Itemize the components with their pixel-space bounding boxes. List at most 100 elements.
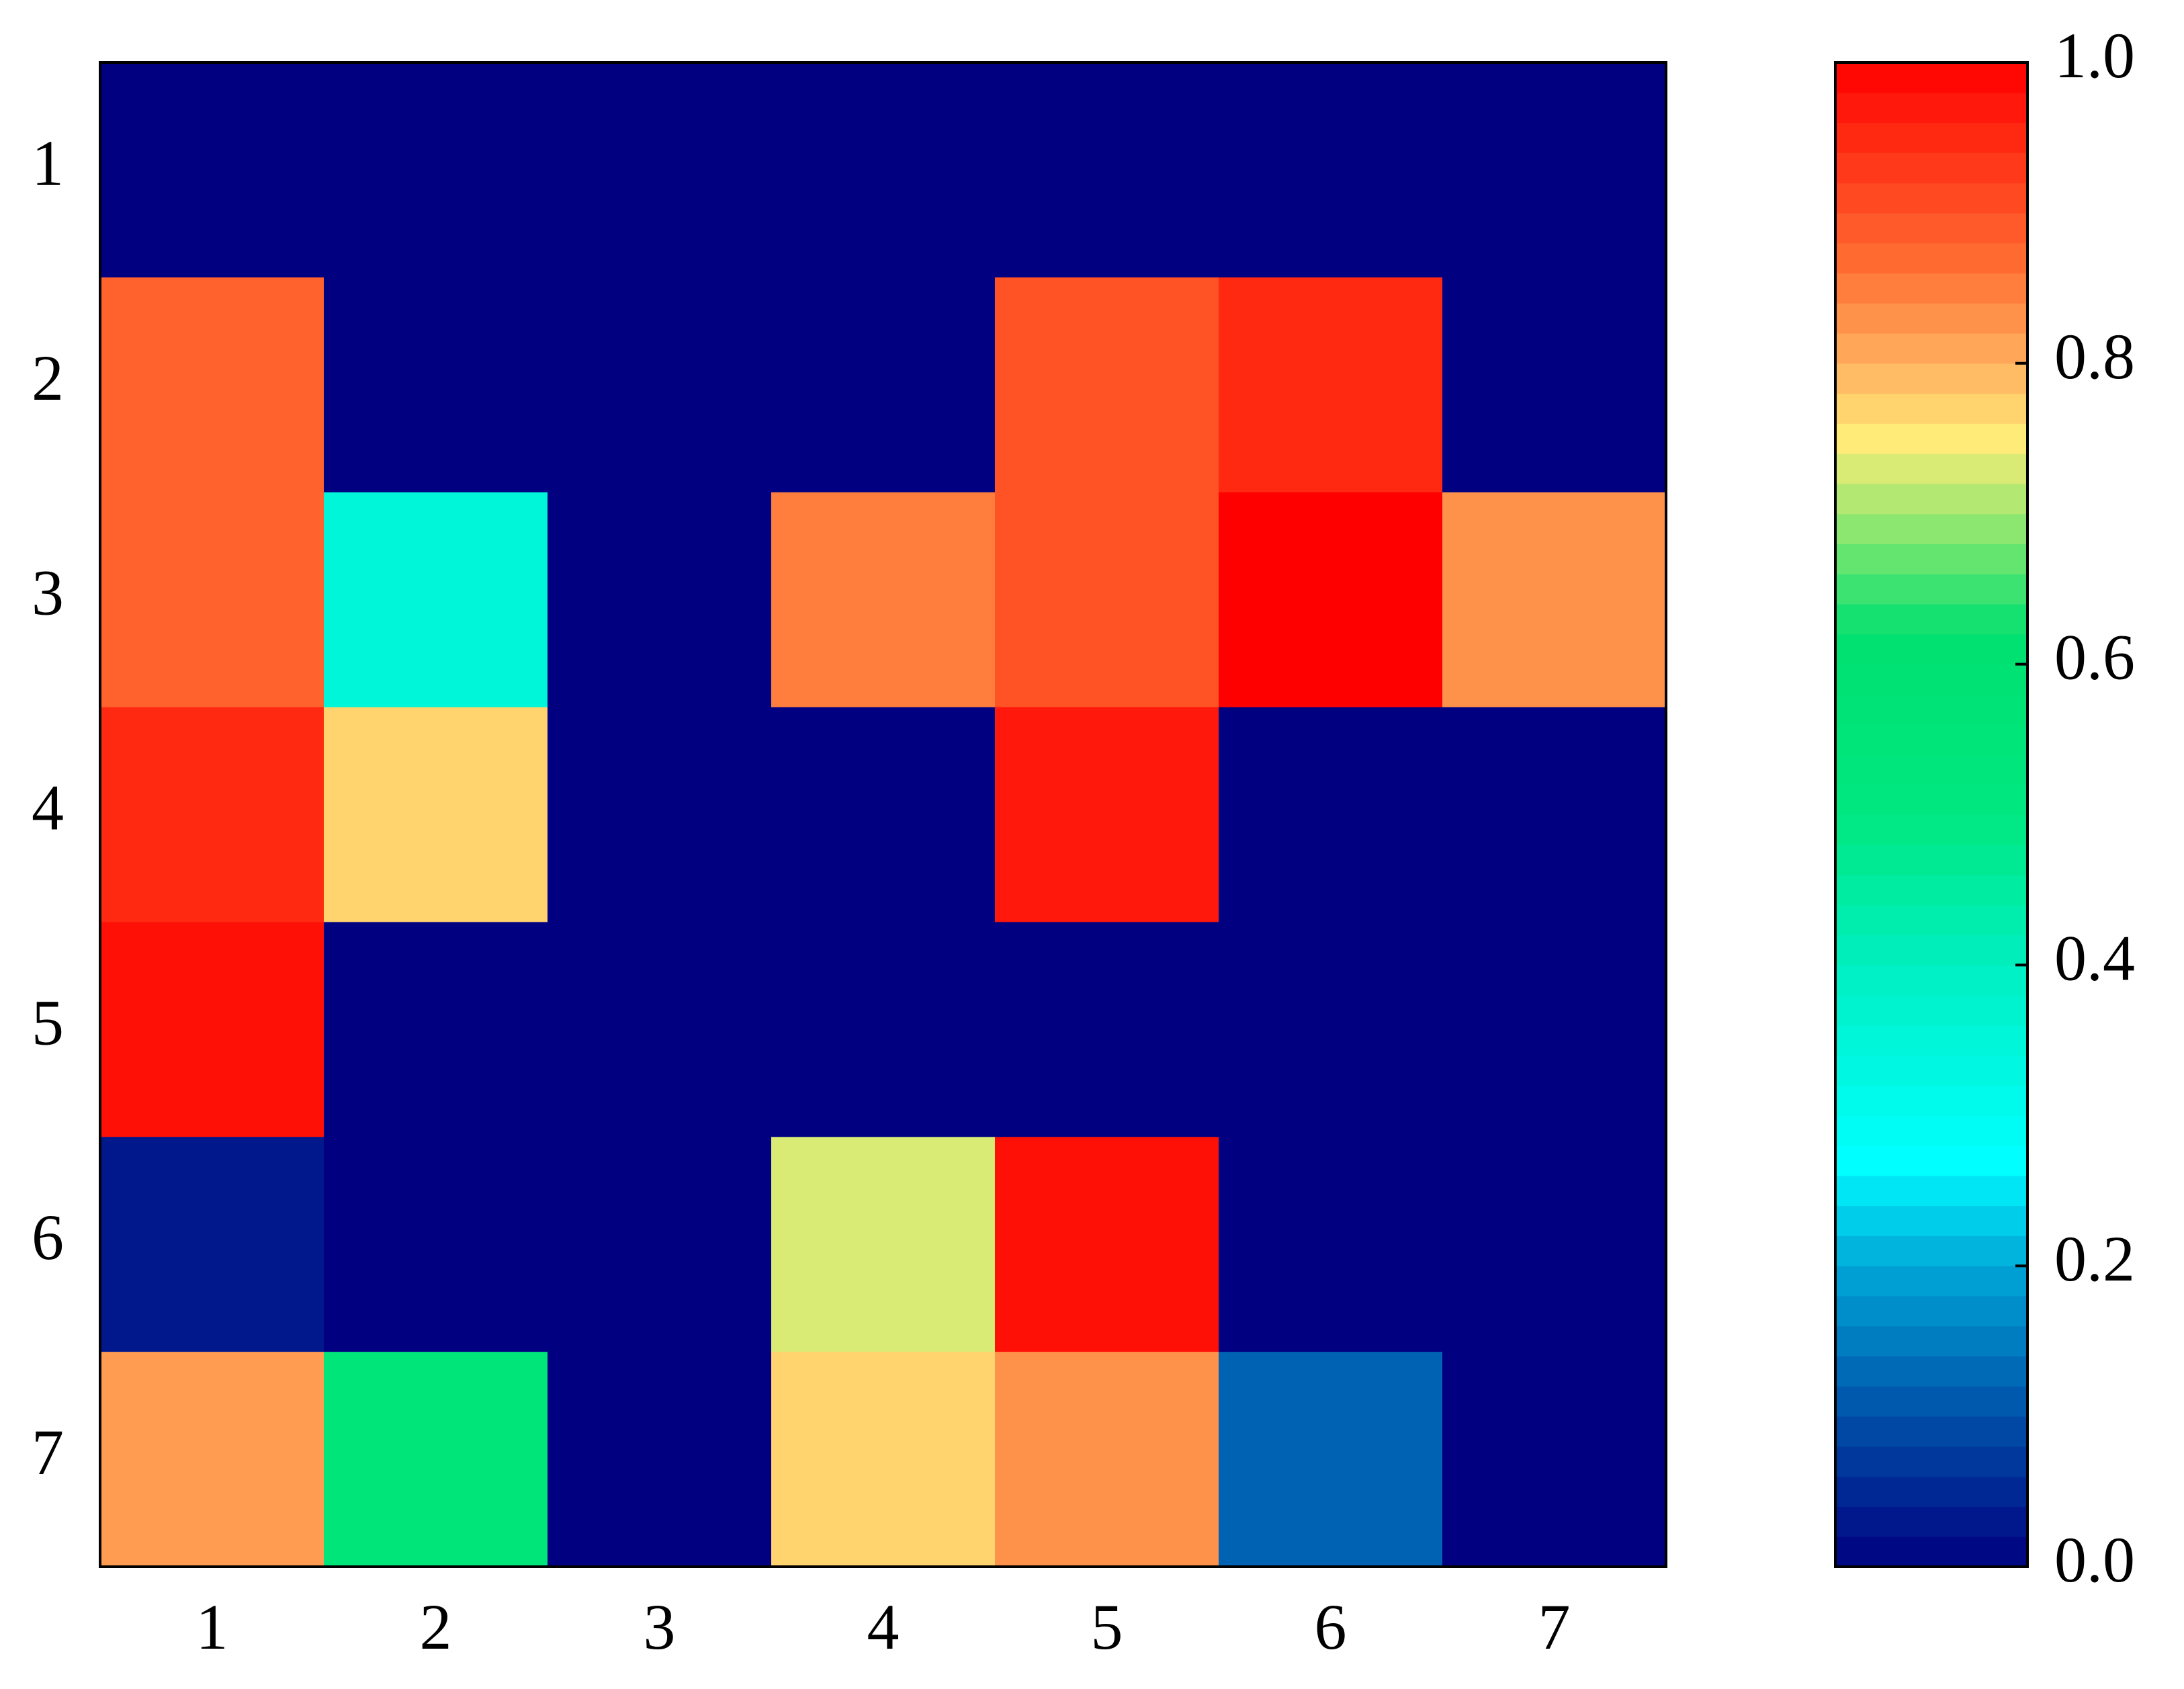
- heatmap-cell: [324, 62, 548, 278]
- colorbar-band: [1835, 483, 2027, 515]
- heatmap-cell: [771, 492, 996, 708]
- heatmap-cell: [100, 62, 324, 278]
- heatmap-cell: [1219, 922, 1443, 1137]
- colorbar-band: [1835, 784, 2027, 815]
- colorbar-band: [1835, 844, 2027, 875]
- colorbar-band: [1835, 935, 2027, 965]
- colorbar-frame: [1834, 61, 2029, 1568]
- heatmap-cell: [324, 1137, 548, 1352]
- colorbar-band: [1835, 1175, 2027, 1207]
- colorbar-band: [1835, 423, 2027, 454]
- heatmap-cell: [1442, 922, 1667, 1137]
- heatmap-cell: [324, 277, 548, 493]
- heatmap-cell: [1219, 1352, 1443, 1567]
- colorbar-band: [1835, 664, 2027, 695]
- x-tick-label: 4: [867, 1591, 900, 1663]
- heatmap-cell: [548, 1352, 772, 1567]
- heatmap-cell: [100, 922, 324, 1137]
- colorbar-band: [1835, 1326, 2027, 1357]
- colorbar-band: [1835, 122, 2027, 153]
- colorbar-band: [1835, 92, 2027, 124]
- y-tick-label: 3: [32, 557, 64, 629]
- y-tick-label: 1: [32, 127, 64, 199]
- colorbar-band: [1835, 1085, 2027, 1116]
- heatmap-cell: [995, 492, 1219, 708]
- heatmap-cell: [100, 707, 324, 922]
- colorbar-band: [1835, 1055, 2027, 1086]
- colorbar-tick-label: 0.0: [2054, 1524, 2135, 1596]
- colorbar-band: [1835, 875, 2027, 906]
- heatmap-cell: [1442, 1352, 1667, 1567]
- colorbar-band: [1835, 754, 2027, 785]
- heatmap-cell: [771, 277, 996, 493]
- heatmap-cell: [771, 1352, 996, 1567]
- colorbar-band: [1835, 153, 2027, 183]
- colorbar-band: [1835, 1506, 2027, 1537]
- colorbar-band: [1835, 904, 2027, 936]
- colorbar-band: [1835, 1386, 2027, 1417]
- heatmap-cell: [324, 1352, 548, 1567]
- colorbar-band: [1835, 1446, 2027, 1477]
- heatmap-cell: [771, 62, 996, 278]
- colorbar-band: [1835, 453, 2027, 484]
- heatmap-cell: [1442, 707, 1667, 922]
- x-tick-label: 6: [1315, 1591, 1347, 1663]
- x-tick-label: 3: [644, 1591, 676, 1663]
- colorbar-tick-label: 0.6: [2054, 621, 2135, 693]
- heatmap-cell: [1219, 277, 1443, 493]
- colorbar-band: [1835, 604, 2027, 635]
- colorbar-band: [1835, 303, 2027, 334]
- y-tick-label: 7: [32, 1416, 64, 1488]
- colorbar-band: [1835, 814, 2027, 845]
- y-tick-label: 4: [32, 772, 64, 844]
- colorbar-band: [1835, 1266, 2027, 1297]
- heatmap-cell: [548, 277, 772, 493]
- heatmap-cell: [548, 1137, 772, 1352]
- heatmap-cell: [1442, 1137, 1667, 1352]
- colorbar-band: [1835, 333, 2027, 364]
- x-tick-label: 2: [420, 1591, 452, 1663]
- colorbar-tick-label: 1.0: [2054, 19, 2135, 91]
- colorbar-band: [1835, 393, 2027, 424]
- y-tick-label: 2: [32, 342, 64, 414]
- heatmap-cell: [1442, 277, 1667, 493]
- heatmap-cell: [548, 62, 772, 278]
- heatmap-cell: [1219, 707, 1443, 922]
- heatmap-cell: [1219, 62, 1443, 278]
- heatmap-cell: [1219, 1137, 1443, 1352]
- colorbar-band: [1835, 212, 2027, 244]
- heatmap-cell: [324, 922, 548, 1137]
- colorbar-band: [1835, 1025, 2027, 1056]
- heatmap-cell: [771, 707, 996, 922]
- colorbar-band: [1835, 995, 2027, 1026]
- heatmap-cell: [771, 922, 996, 1137]
- colorbar-band: [1835, 694, 2027, 725]
- y-tick-label: 6: [32, 1201, 64, 1273]
- colorbar-band: [1835, 1115, 2027, 1146]
- colorbar-band: [1835, 724, 2027, 755]
- colorbar-tick-label: 0.4: [2054, 922, 2135, 994]
- heatmap-cell: [100, 1137, 324, 1352]
- heatmap-cell: [995, 1137, 1219, 1352]
- heatmap-cell: [1219, 492, 1443, 708]
- heatmap-cell: [324, 492, 548, 708]
- heatmap-cell: [995, 277, 1219, 493]
- plot-frame: [99, 61, 1667, 1568]
- heatmap-cell: [1442, 62, 1667, 278]
- x-tick-label: 7: [1538, 1591, 1571, 1663]
- colorbar-band: [1835, 1205, 2027, 1236]
- colorbar-band: [1835, 574, 2027, 605]
- heatmap-cell: [100, 492, 324, 708]
- heatmap-cell: [995, 62, 1219, 278]
- y-tick-label: 5: [32, 986, 64, 1058]
- colorbar-band: [1835, 1356, 2027, 1387]
- heatmap-cell: [100, 277, 324, 493]
- colorbar-band: [1835, 1536, 2027, 1567]
- colorbar-band: [1835, 273, 2027, 304]
- heatmap-cell: [100, 1352, 324, 1567]
- heatmap-cell: [771, 1137, 996, 1352]
- colorbar-band: [1835, 1295, 2027, 1327]
- colorbar-band: [1835, 513, 2027, 544]
- heatmap-cell: [995, 707, 1219, 922]
